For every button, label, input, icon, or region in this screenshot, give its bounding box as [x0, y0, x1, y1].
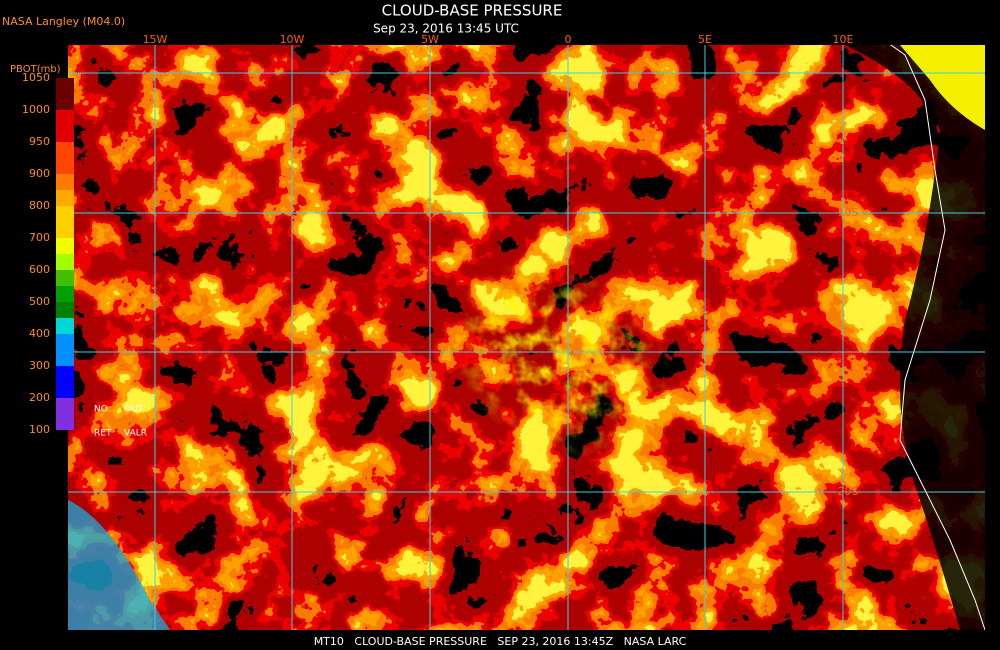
legend-note: RET — [94, 429, 112, 439]
satellite-image — [68, 45, 985, 630]
source-label: NASA Langley (M04.0) — [2, 15, 125, 28]
legend-note: VALR — [124, 429, 147, 439]
legend-note: NO — [94, 405, 108, 415]
longitude-label: 5E — [698, 33, 712, 46]
legend-level: 900 — [29, 167, 50, 180]
latitude-label: 10S — [838, 206, 859, 219]
legend-level: 300 — [29, 359, 50, 372]
timestamp: Sep 23, 2016 13:45 UTC — [373, 22, 519, 36]
footer-caption: MT10 CLOUD-BASE PRESSURE SEP 23, 2016 13… — [314, 635, 687, 648]
longitude-label: 10W — [280, 33, 305, 46]
longitude-label: 15W — [143, 33, 168, 46]
longitude-label: 5W — [421, 33, 439, 46]
longitude-label: 10E — [833, 33, 854, 46]
legend-level: 1000 — [22, 103, 50, 116]
legend-level: 600 — [29, 263, 50, 276]
legend-level: 400 — [29, 327, 50, 340]
legend-note: OUT — [124, 405, 144, 415]
legend-unit: PBOT(mb) — [10, 64, 61, 75]
graticule — [68, 45, 985, 630]
legend-level: 100 — [29, 423, 50, 436]
legend-level: 200 — [29, 391, 50, 404]
longitude-label: 0 — [565, 33, 572, 46]
colorbar — [56, 78, 74, 430]
legend-level: 700 — [29, 231, 50, 244]
legend-level: 1050 — [22, 71, 50, 84]
legend-level: 500 — [29, 295, 50, 308]
legend-level: 800 — [29, 199, 50, 212]
title: CLOUD-BASE PRESSURE — [382, 2, 563, 20]
latitude-label: 20S — [838, 485, 859, 498]
legend-level: 950 — [29, 135, 50, 148]
